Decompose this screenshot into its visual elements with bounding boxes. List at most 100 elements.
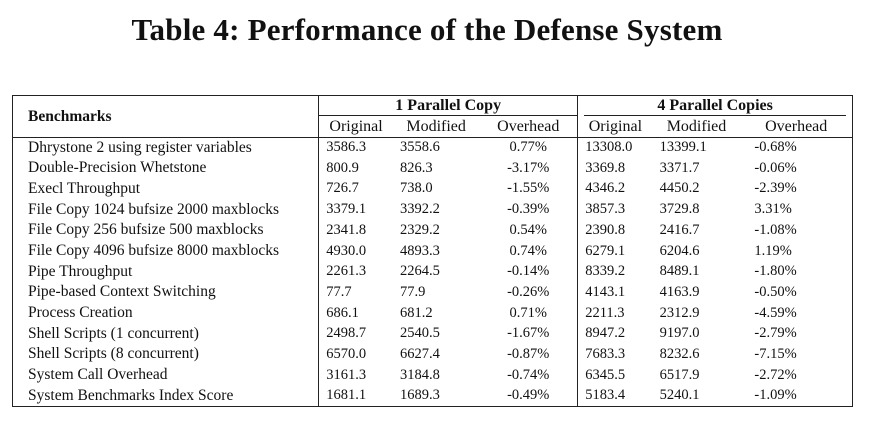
benchmark-name-cell: Process Creation: [28, 304, 133, 322]
table-row: Pipe-based Context Switching 77.7 77.9 -0.2…: [13, 281, 852, 303]
modified-4-cell: 3729.8: [659, 201, 700, 218]
original-1-cell: 3586.3: [318, 136, 393, 158]
benchmark-name-cell: Dhrystone 2 using register variables: [13, 136, 319, 158]
benchmark-name-cell: Execl Throughput: [28, 179, 141, 197]
modified-1-cell: 3558.6: [392, 136, 480, 158]
overhead-4-cell: -7.15%: [754, 345, 797, 362]
modified-1-cell: 1689.3: [399, 387, 440, 404]
benchmark-name-cell: Double-Precision Whetstone: [28, 159, 207, 177]
performance-table: Benchmarks 1 Parallel Copy 4 Parallel Co…: [13, 96, 852, 406]
modified-4-cell: 13399.1: [652, 136, 741, 158]
original-4-cell: 6345.5: [577, 364, 653, 386]
benchmark-name-cell: Pipe-based Context Switching: [28, 283, 216, 301]
benchmark-name-cell: System Call Overhead: [28, 366, 168, 384]
modified-1-cell: 2540.5: [399, 325, 440, 342]
table-row: System Call Overhead 3161.3 3184.8 -0.74% 63…: [13, 364, 852, 386]
original-1-cell: 4930.0: [318, 240, 393, 262]
original-4-cell: 4346.2: [577, 178, 653, 200]
benchmark-name-cell: File Copy 4096 bufsize 8000 maxblocks: [28, 242, 279, 260]
overhead-1-cell: 0.74%: [509, 242, 547, 259]
overhead-4-cell: -1.80%: [754, 263, 797, 280]
original-4-cell: 13308.0: [577, 136, 653, 158]
original-4-cell: 2390.8: [577, 219, 653, 241]
modified-1-cell: 826.3: [399, 159, 433, 176]
modified-4-cell: 8232.6: [659, 345, 700, 362]
performance-table-container: Benchmarks 1 Parallel Copy 4 Parallel Co…: [12, 95, 853, 407]
overhead-4-cell: -1.08%: [754, 221, 797, 238]
table-row: Double-Precision Whetstone 800.9 826.3 -3.1…: [13, 157, 852, 179]
table-title: Table 4: Performance of the Defense Syst…: [131, 12, 723, 47]
modified-4-cell: 8489.1: [659, 263, 700, 280]
overhead-4-cell: -4.59%: [754, 304, 797, 321]
original-4-cell: 4143.1: [577, 281, 653, 303]
subheader-overhead-4: Overhead: [765, 117, 828, 135]
subheader-overhead-1: Overhead: [497, 117, 560, 135]
table-row: File Copy 4096 bufsize 8000 maxblocks 493…: [13, 240, 852, 262]
original-4-cell: 3857.3: [577, 199, 653, 220]
original-1-cell: 726.7: [318, 178, 393, 200]
modified-1-cell: 3392.2: [399, 201, 440, 218]
benchmarks-header: Benchmarks: [28, 107, 112, 125]
original-1-cell: 2261.3: [318, 261, 393, 282]
original-4-cell: 8947.2: [577, 323, 653, 344]
overhead-1-cell: 0.54%: [509, 221, 547, 238]
table-row: Shell Scripts (1 concurrent) 2498.7 2540.5…: [13, 323, 852, 344]
modified-4-cell: 6204.6: [659, 242, 700, 259]
overhead-1-cell: -0.49%: [507, 387, 550, 404]
subheader-modified-4: Modified: [666, 117, 727, 135]
overhead-4-cell: -2.72%: [754, 366, 797, 383]
modified-4-cell: 5240.1: [659, 387, 700, 404]
group-header-4-copies: 4 Parallel Copies: [577, 96, 852, 117]
table-row: Dhrystone 2 using register variables 3586…: [13, 136, 852, 158]
modified-1-cell: 738.0: [399, 180, 433, 197]
overhead-1-cell: -0.39%: [507, 201, 550, 218]
subheader-original-4: Original: [577, 117, 653, 137]
overhead-1-cell: 0.71%: [509, 304, 547, 321]
overhead-1-cell: -1.55%: [507, 180, 550, 197]
benchmark-name-cell: File Copy 1024 bufsize 2000 maxblocks: [28, 200, 279, 218]
overhead-4-cell: 3.31%: [754, 201, 792, 218]
overhead-1-cell: -0.74%: [507, 366, 550, 383]
table-row: Pipe Throughput 2261.3 2264.5 -0.14% 8339.2 8…: [13, 261, 852, 282]
modified-4-cell: 3371.7: [659, 159, 700, 176]
modified-4-cell: 6517.9: [659, 366, 700, 383]
modified-1-cell: 3184.8: [399, 366, 440, 383]
modified-4-cell: 2416.7: [659, 221, 700, 238]
group-header-4-copies-label: 4 Parallel Copies: [584, 97, 847, 116]
original-4-cell: 5183.4: [577, 385, 653, 406]
overhead-1-cell: 0.77%: [479, 136, 578, 158]
overhead-1-cell: -0.87%: [507, 345, 550, 362]
benchmark-name-cell: File Copy 256 bufsize 500 maxblocks: [28, 221, 264, 239]
modified-1-cell: 4893.3: [399, 242, 440, 259]
original-1-cell: 1681.1: [318, 385, 393, 406]
original-1-cell: 2341.8: [318, 219, 393, 241]
overhead-4-cell: -1.09%: [754, 387, 797, 404]
original-1-cell: 2498.7: [318, 323, 393, 344]
group-header-1-copy: 1 Parallel Copy: [318, 96, 578, 117]
benchmark-name-cell: Shell Scripts (1 concurrent): [28, 324, 199, 342]
table-row: System Benchmarks Index Score 1681.1 1689.…: [13, 385, 852, 406]
overhead-4-cell: -0.50%: [754, 283, 797, 300]
overhead-4-cell: -2.39%: [754, 180, 797, 197]
modified-1-cell: 681.2: [399, 304, 433, 321]
modified-1-cell: 2264.5: [399, 263, 440, 280]
table-row: Execl Throughput 726.7 738.0 -1.55% 4346.2 44…: [13, 178, 852, 200]
overhead-4-cell: 1.19%: [754, 242, 792, 259]
group-header-1-copy-label: 1 Parallel Copy: [319, 97, 578, 116]
table-row: Shell Scripts (8 concurrent) 6570.0 6627.4…: [13, 343, 852, 365]
benchmark-name-cell: System Benchmarks Index Score: [28, 386, 234, 404]
benchmark-name-cell: Pipe Throughput: [28, 262, 133, 280]
overhead-1-cell: -1.67%: [507, 325, 550, 342]
overhead-4-cell: -0.68%: [740, 136, 852, 158]
modified-1-cell: 2329.2: [399, 221, 440, 238]
original-4-cell: 6279.1: [577, 240, 653, 262]
modified-1-cell: 6627.4: [399, 345, 440, 362]
original-1-cell: 77.7: [318, 281, 393, 303]
overhead-1-cell: -3.17%: [507, 159, 550, 176]
modified-4-cell: 4450.2: [659, 180, 700, 197]
original-4-cell: 2211.3: [577, 302, 653, 324]
subheader-modified-1: Modified: [406, 117, 466, 135]
original-1-cell: 686.1: [318, 302, 393, 324]
overhead-1-cell: -0.14%: [507, 263, 550, 280]
modified-4-cell: 2312.9: [659, 304, 700, 321]
